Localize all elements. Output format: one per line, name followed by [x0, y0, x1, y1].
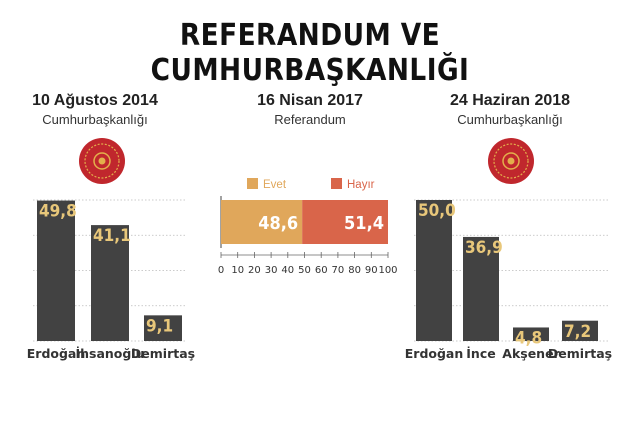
x-tick-label: 70 [332, 265, 345, 276]
x-tick-label: 40 [281, 265, 294, 276]
bar-i̇nce [463, 236, 499, 341]
chart-2014-header: 10 Ağustos 2014 Cumhurbaşkanlığı [20, 92, 170, 127]
presidential-seal-icon [79, 138, 125, 184]
x-tick-label: 30 [265, 265, 278, 276]
category-label: Erdoğan [27, 346, 86, 361]
category-label: İnce [466, 346, 495, 361]
bar-erdoğan [37, 200, 75, 341]
presidential-seal-icon [488, 138, 534, 184]
bar-erdoğan [416, 200, 452, 341]
category-label: Erdoğan [405, 346, 464, 361]
x-tick-label: 60 [315, 265, 328, 276]
data-label: 9,1 [146, 316, 173, 336]
legend-swatch-evet [247, 178, 258, 189]
chart-2014-title: 10 Ağustos 2014 [32, 92, 158, 109]
chart-2018-header: 24 Haziran 2018 Cumhurbaşkanlığı [435, 92, 585, 127]
x-tick-label: 80 [348, 265, 361, 276]
data-label: 51,4 [344, 213, 384, 234]
chart-2017-title: 16 Nisan 2017 [257, 92, 363, 109]
chart-2018-subtitle: Cumhurbaşkanlığı [457, 112, 563, 127]
category-label: Akşener [502, 346, 560, 361]
chart-2017-subtitle: Referandum [274, 112, 346, 127]
x-tick-label: 100 [378, 265, 397, 276]
x-tick-label: 20 [248, 265, 261, 276]
data-label: 48,6 [258, 213, 298, 234]
chart-2014-subtitle: Cumhurbaşkanlığı [42, 112, 148, 127]
legend-label: Hayır [347, 179, 375, 191]
data-label: 41,1 [93, 226, 131, 246]
x-tick-label: 50 [298, 265, 311, 276]
x-tick-label: 10 [231, 265, 244, 276]
data-label: 50,0 [418, 201, 456, 221]
legend-swatch-hayır [331, 178, 342, 189]
category-label: Demirtaş [548, 346, 612, 361]
chart-2017-header: 16 Nisan 2017 Referandum [235, 92, 385, 127]
legend-label: Evet [263, 179, 287, 191]
bar-demirtaş [144, 315, 182, 341]
data-label: 36,9 [465, 238, 503, 258]
category-label: Demirtaş [131, 346, 195, 361]
bar-akşener [513, 327, 549, 341]
data-label: 49,8 [39, 202, 77, 222]
category-label: İhsanoğlu [75, 346, 144, 361]
data-label: 7,2 [564, 322, 591, 342]
bar-i̇hsanoğlu [91, 225, 129, 341]
bar-evet [221, 200, 303, 244]
chart-2018-title: 24 Haziran 2018 [449, 92, 571, 109]
bar-hayır [302, 200, 388, 244]
bar-demirtaş [562, 320, 598, 341]
x-tick-label: 90 [365, 265, 378, 276]
data-label: 4,8 [515, 329, 542, 349]
x-tick-label: 0 [218, 265, 224, 276]
page-title: REFERANDUM VE CUMHURBAŞKANLIĞI [150, 18, 470, 88]
